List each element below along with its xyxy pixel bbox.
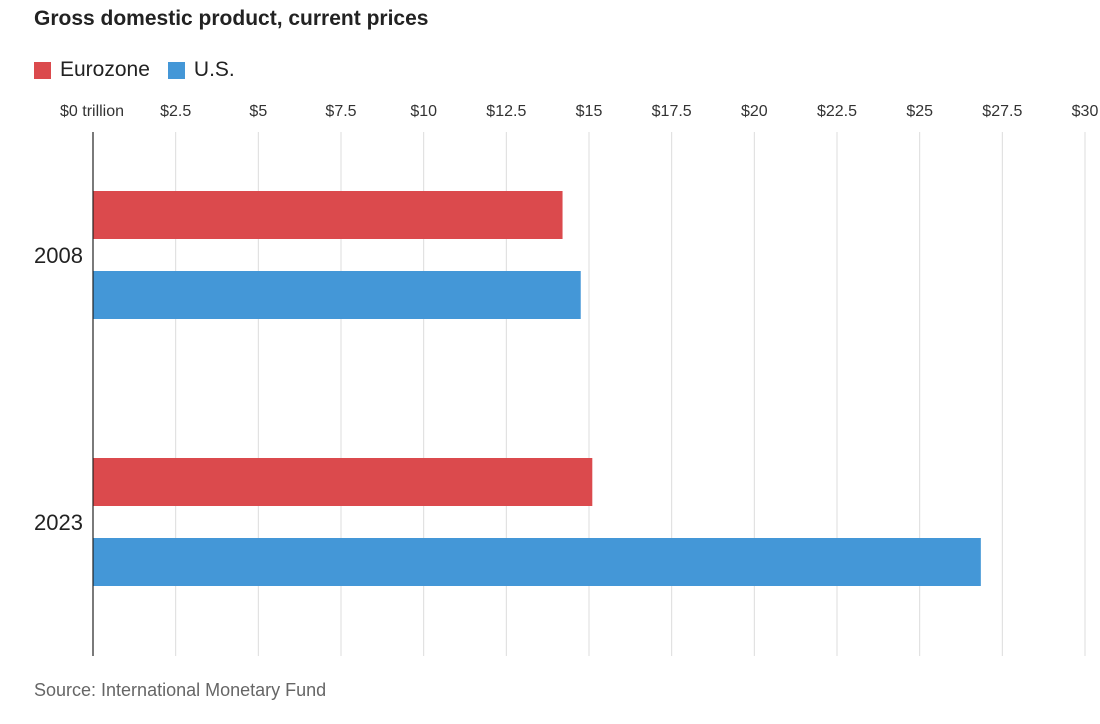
- x-tick-label: $7.5: [325, 103, 356, 120]
- x-tick-label: $30: [1072, 103, 1099, 120]
- x-tick-label: $20: [741, 103, 768, 120]
- bar-us-2008: [93, 271, 581, 319]
- x-tick-label: $15: [576, 103, 603, 120]
- bar-eurozone-2023: [93, 458, 593, 506]
- y-category-label: 2008: [34, 243, 83, 268]
- y-category-label: 2023: [34, 510, 83, 535]
- x-tick-label: $25: [906, 103, 933, 120]
- x-tick-label: $17.5: [652, 103, 692, 120]
- x-tick-label: $2.5: [160, 103, 191, 120]
- x-tick-label: $5: [249, 103, 267, 120]
- legend-item-us: U.S.: [167, 58, 235, 82]
- legend-label-eurozone: Eurozone: [60, 58, 150, 81]
- source-note: Source: International Monetary Fund: [34, 680, 327, 700]
- bar-us-2023: [93, 538, 981, 586]
- bar-eurozone-2008: [93, 191, 563, 239]
- chart-title: Gross domestic product, current prices: [34, 7, 429, 30]
- x-tick-label: $22.5: [817, 103, 857, 120]
- x-tick-label: $10: [410, 103, 437, 120]
- x-tick-label: $12.5: [486, 103, 526, 120]
- legend-label-us: U.S.: [193, 58, 235, 81]
- legend-swatch-us: [167, 61, 185, 79]
- legend-swatch-eurozone: [34, 61, 51, 79]
- x-tick-label: $0 trillion: [60, 103, 124, 120]
- legend: Eurozone U.S.: [34, 58, 253, 82]
- legend-item-eurozone: Eurozone: [34, 58, 150, 82]
- x-tick-label: $27.5: [982, 103, 1022, 120]
